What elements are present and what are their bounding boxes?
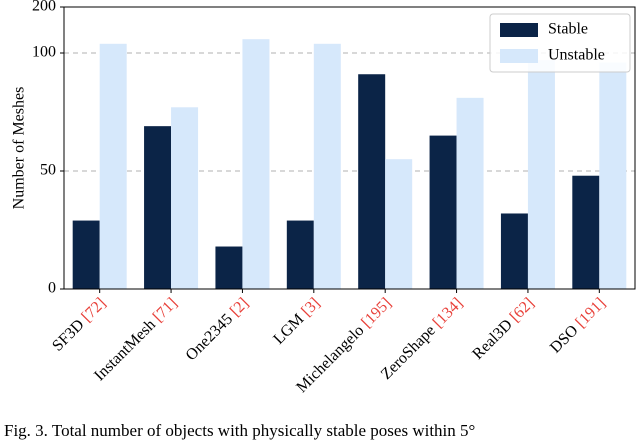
plot-frame [63,6,636,290]
category-name: Michelangelo [293,322,367,396]
bar [72,220,100,289]
bar [358,74,386,290]
category-name: One2345 [182,310,235,363]
category-name: SF3D [49,316,87,354]
y-tick-label: 50 [40,162,56,179]
caption: Fig. 3. Total number of objects with phy… [4,421,475,440]
reference: [191] [572,294,609,331]
reference: [134] [429,294,466,331]
category-name: LGM [270,310,307,347]
y-tick-label: 0 [48,280,56,297]
reference: [72] [78,294,109,325]
x-tick-label: LGM [3] [270,294,323,347]
bar [286,220,314,289]
reference: [195] [358,294,395,331]
category-name: DSO [547,322,582,357]
bar [215,246,243,289]
bar [385,159,413,289]
y-tick-label: 100 [32,44,56,61]
bar [527,60,555,289]
y-axis-label: Number of Meshes [11,87,28,210]
bar [429,135,457,289]
bar [242,39,270,290]
y-tick-label: 200 [32,0,56,15]
bar [599,62,627,289]
category-name: InstantMesh [91,316,159,384]
bar [456,97,484,289]
bar [171,107,199,289]
legend-label: Unstable [548,47,605,64]
x-tick-label: DSO [191] [547,294,609,356]
x-tick-label: SF3D [72] [49,294,109,354]
bar [99,43,127,289]
category-name: Real3D [469,316,516,363]
legend-label: Stable [548,21,588,38]
x-tick-label: One2345 [2] [182,294,252,364]
legend-swatch [500,23,538,37]
x-tick-label: Real3D [62] [469,294,537,362]
legend-swatch [500,49,538,63]
bar [572,175,600,289]
reference: [2] [227,294,252,319]
reference: [3] [298,294,323,319]
bar [144,126,172,289]
reference: [62] [506,294,537,325]
bar [500,213,528,289]
category-name: ZeroShape [378,322,439,383]
reference: [71] [150,294,181,325]
bar [313,43,341,289]
